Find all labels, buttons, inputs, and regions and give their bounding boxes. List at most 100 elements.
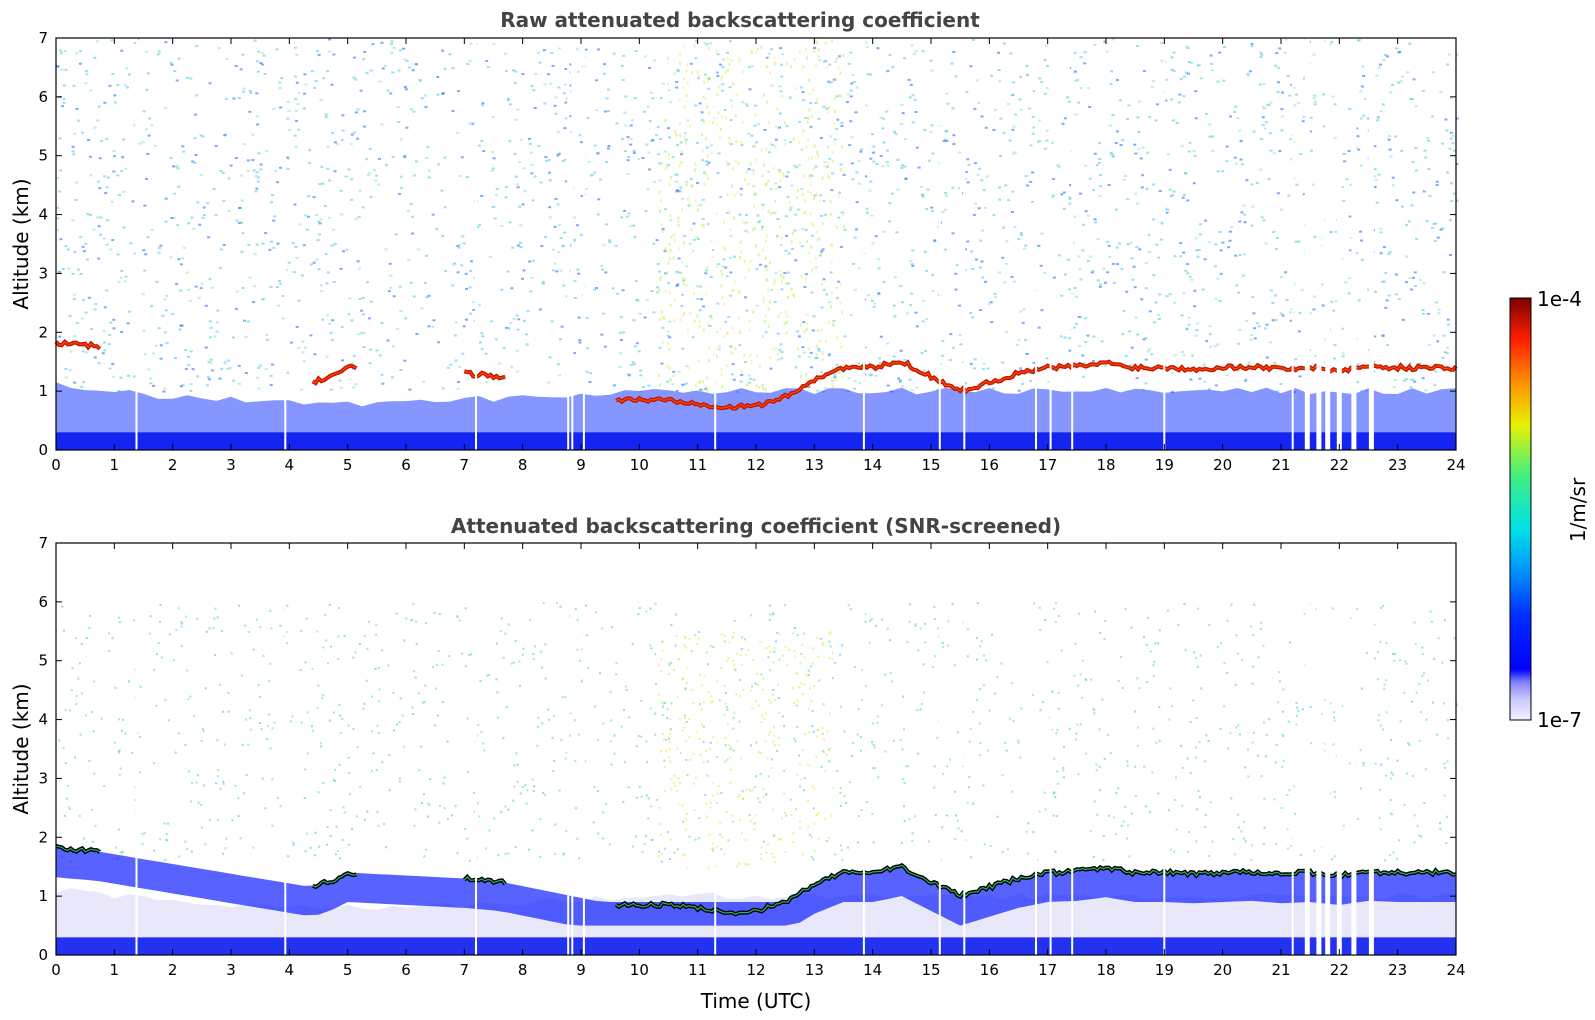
noise-pixel [726, 193, 729, 196]
noise-pixel [94, 825, 97, 828]
noise-pixel [979, 688, 982, 691]
noise-pixel [660, 310, 663, 314]
data-gap [284, 543, 287, 955]
noise-pixel [521, 786, 524, 789]
noise-pixel [1323, 361, 1327, 364]
noise-pixel [415, 620, 418, 623]
noise-pixel [957, 187, 961, 190]
noise-pixel [513, 764, 516, 767]
noise-pixel [1436, 236, 1440, 239]
noise-pixel [279, 106, 283, 109]
noise-pixel [785, 175, 789, 178]
noise-pixel [1149, 650, 1152, 653]
noise-pixel [544, 156, 548, 159]
noise-pixel [1292, 784, 1295, 787]
noise-pixel [1052, 814, 1055, 817]
noise-pixel [241, 674, 244, 677]
noise-pixel [561, 696, 564, 698]
noise-pixel [178, 855, 180, 858]
noise-pixel [295, 119, 299, 122]
x-tick-label: 18 [1096, 456, 1115, 474]
noise-pixel [182, 150, 186, 153]
noise-pixel [1052, 276, 1056, 279]
noise-pixel [380, 649, 383, 652]
noise-pixel [438, 821, 441, 824]
noise-pixel [161, 314, 165, 317]
noise-pixel [1269, 289, 1273, 292]
noise-pixel [767, 324, 770, 328]
noise-pixel [311, 667, 314, 670]
noise-pixel [652, 59, 656, 62]
noise-pixel [1274, 319, 1278, 322]
noise-pixel [830, 189, 834, 192]
noise-pixel [134, 799, 137, 802]
noise-pixel [751, 227, 754, 231]
noise-pixel [718, 85, 720, 89]
noise-pixel [811, 156, 814, 160]
noise-pixel [309, 334, 313, 337]
noise-pixel [242, 792, 245, 795]
noise-pixel [183, 246, 187, 249]
noise-pixel [964, 171, 968, 174]
data-gaps [135, 543, 1374, 955]
noise-pixel [707, 691, 710, 694]
noise-pixel [911, 839, 914, 842]
noise-pixel [290, 720, 292, 723]
noise-pixel [214, 214, 218, 217]
noise-pixel [380, 123, 384, 126]
noise-pixel [492, 205, 496, 208]
noise-pixel [869, 619, 872, 622]
noise-pixel [860, 148, 863, 151]
noise-pixel [748, 328, 751, 332]
noise-pixel [615, 122, 619, 125]
noise-pixel [565, 295, 569, 298]
noise-pixel [351, 362, 355, 365]
noise-pixel [70, 689, 73, 692]
noise-pixel [1237, 129, 1241, 132]
noise-pixel [727, 839, 730, 842]
noise-pixel [670, 788, 673, 791]
noise-pixel [809, 366, 813, 369]
noise-pixel [1182, 354, 1186, 357]
noise-pixel [1145, 805, 1148, 808]
noise-pixel [516, 780, 519, 783]
noise-pixel [1110, 70, 1114, 73]
noise-pixel [341, 359, 345, 362]
noise-pixel [102, 341, 106, 344]
noise-pixel [1140, 298, 1144, 301]
noise-pixel [514, 118, 518, 121]
noise-pixel [245, 718, 248, 721]
noise-pixel [933, 239, 937, 242]
noise-pixel [733, 667, 736, 670]
noise-pixel [1390, 771, 1393, 774]
noise-pixel [685, 284, 688, 288]
noise-pixel [1253, 603, 1256, 606]
noise-pixel [1373, 186, 1377, 188]
noise-pixel [116, 84, 120, 87]
noise-pixel [358, 298, 362, 300]
noise-pixel [1024, 175, 1028, 178]
noise-pixel [147, 72, 150, 75]
noise-pixel [399, 187, 403, 190]
noise-pixel [1168, 718, 1171, 721]
noise-pixel [901, 112, 905, 115]
noise-pixel [737, 316, 740, 319]
noise-pixel [336, 850, 339, 853]
noise-pixel [613, 734, 616, 737]
noise-pixel [945, 139, 949, 142]
noise-pixel [1244, 378, 1248, 381]
noise-pixel [1010, 275, 1014, 278]
noise-pixel [395, 723, 398, 726]
noise-pixel [906, 641, 909, 644]
noise-pixel [312, 196, 316, 199]
noise-pixel [766, 267, 769, 271]
noise-pixel [780, 357, 784, 360]
noise-pixel [614, 244, 618, 247]
noise-pixel [1386, 757, 1389, 760]
noise-pixel [742, 101, 745, 105]
noise-pixel [329, 331, 333, 334]
noise-pixel [360, 332, 364, 335]
x-tick-label: 11 [688, 456, 707, 474]
noise-pixel [1130, 812, 1133, 815]
noise-pixel [528, 143, 532, 145]
